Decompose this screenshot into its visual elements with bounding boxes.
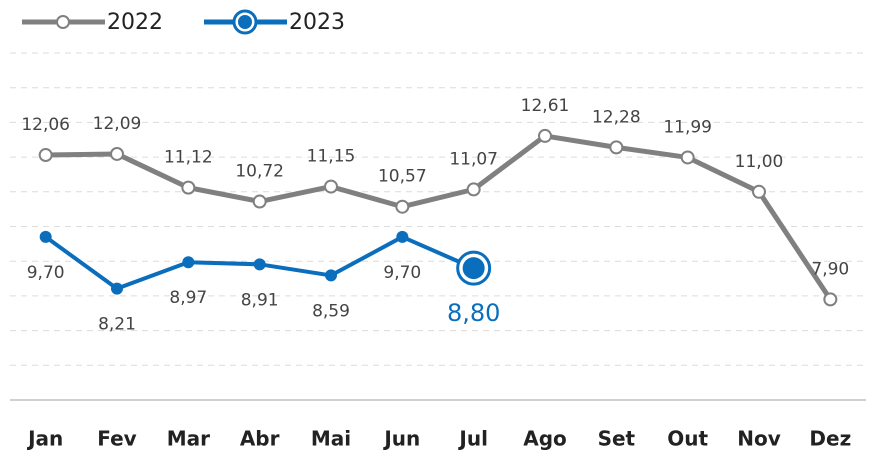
- value-label: 11,00: [735, 152, 784, 172]
- value-label: 11,15: [307, 147, 356, 167]
- value-label: 11,07: [449, 149, 498, 169]
- x-tick-label: Dez: [809, 427, 851, 451]
- value-label: 12,61: [521, 96, 570, 116]
- legend-marker: [56, 15, 70, 29]
- x-tick-label: Jul: [457, 427, 488, 451]
- point: [395, 199, 410, 214]
- value-label: 10,72: [235, 162, 284, 182]
- value-label: 7,90: [811, 259, 849, 279]
- value-label: 8,91: [241, 290, 279, 310]
- legend-marker: [238, 15, 252, 29]
- point: [39, 230, 52, 243]
- point: [111, 282, 123, 295]
- point: [182, 256, 195, 269]
- value-label: 9,70: [27, 263, 65, 283]
- x-tick-label: Jan: [26, 427, 63, 451]
- point: [325, 269, 337, 282]
- value-label: 11,12: [164, 148, 213, 168]
- x-tick-label: Mar: [167, 427, 210, 451]
- point: [462, 257, 485, 280]
- x-tick-label: Jun: [382, 427, 420, 451]
- value-label: 10,57: [378, 167, 427, 187]
- x-tick-label: Fev: [97, 427, 136, 451]
- point: [253, 258, 266, 271]
- value-label: 8,80: [447, 299, 500, 327]
- x-tick-label: Ago: [523, 427, 567, 451]
- point: [466, 182, 481, 197]
- point: [609, 140, 624, 155]
- value-label: 9,70: [383, 263, 421, 283]
- value-label: 12,28: [592, 107, 641, 127]
- series-line: [45, 133, 833, 301]
- x-tick-label: Out: [667, 427, 708, 451]
- point: [538, 128, 552, 143]
- point: [324, 179, 338, 194]
- value-label: 11,99: [663, 117, 712, 137]
- point: [110, 146, 124, 161]
- legend-label: 2022: [107, 10, 163, 35]
- point: [680, 150, 695, 165]
- value-label: 12,06: [21, 115, 70, 135]
- point: [396, 230, 409, 243]
- value-label: 12,09: [93, 114, 142, 134]
- value-label: 8,59: [312, 301, 350, 321]
- value-label: 8,21: [98, 315, 136, 335]
- point: [252, 194, 267, 209]
- legend-label: 2023: [289, 10, 345, 35]
- x-tick-label: Mai: [311, 427, 351, 451]
- x-tick-label: Nov: [737, 427, 781, 451]
- point: [38, 148, 53, 163]
- x-tick-label: Abr: [240, 427, 280, 451]
- point: [752, 184, 766, 199]
- value-label: 8,97: [169, 288, 207, 308]
- point: [823, 292, 838, 307]
- point: [181, 180, 196, 195]
- x-tick-label: Set: [598, 427, 636, 451]
